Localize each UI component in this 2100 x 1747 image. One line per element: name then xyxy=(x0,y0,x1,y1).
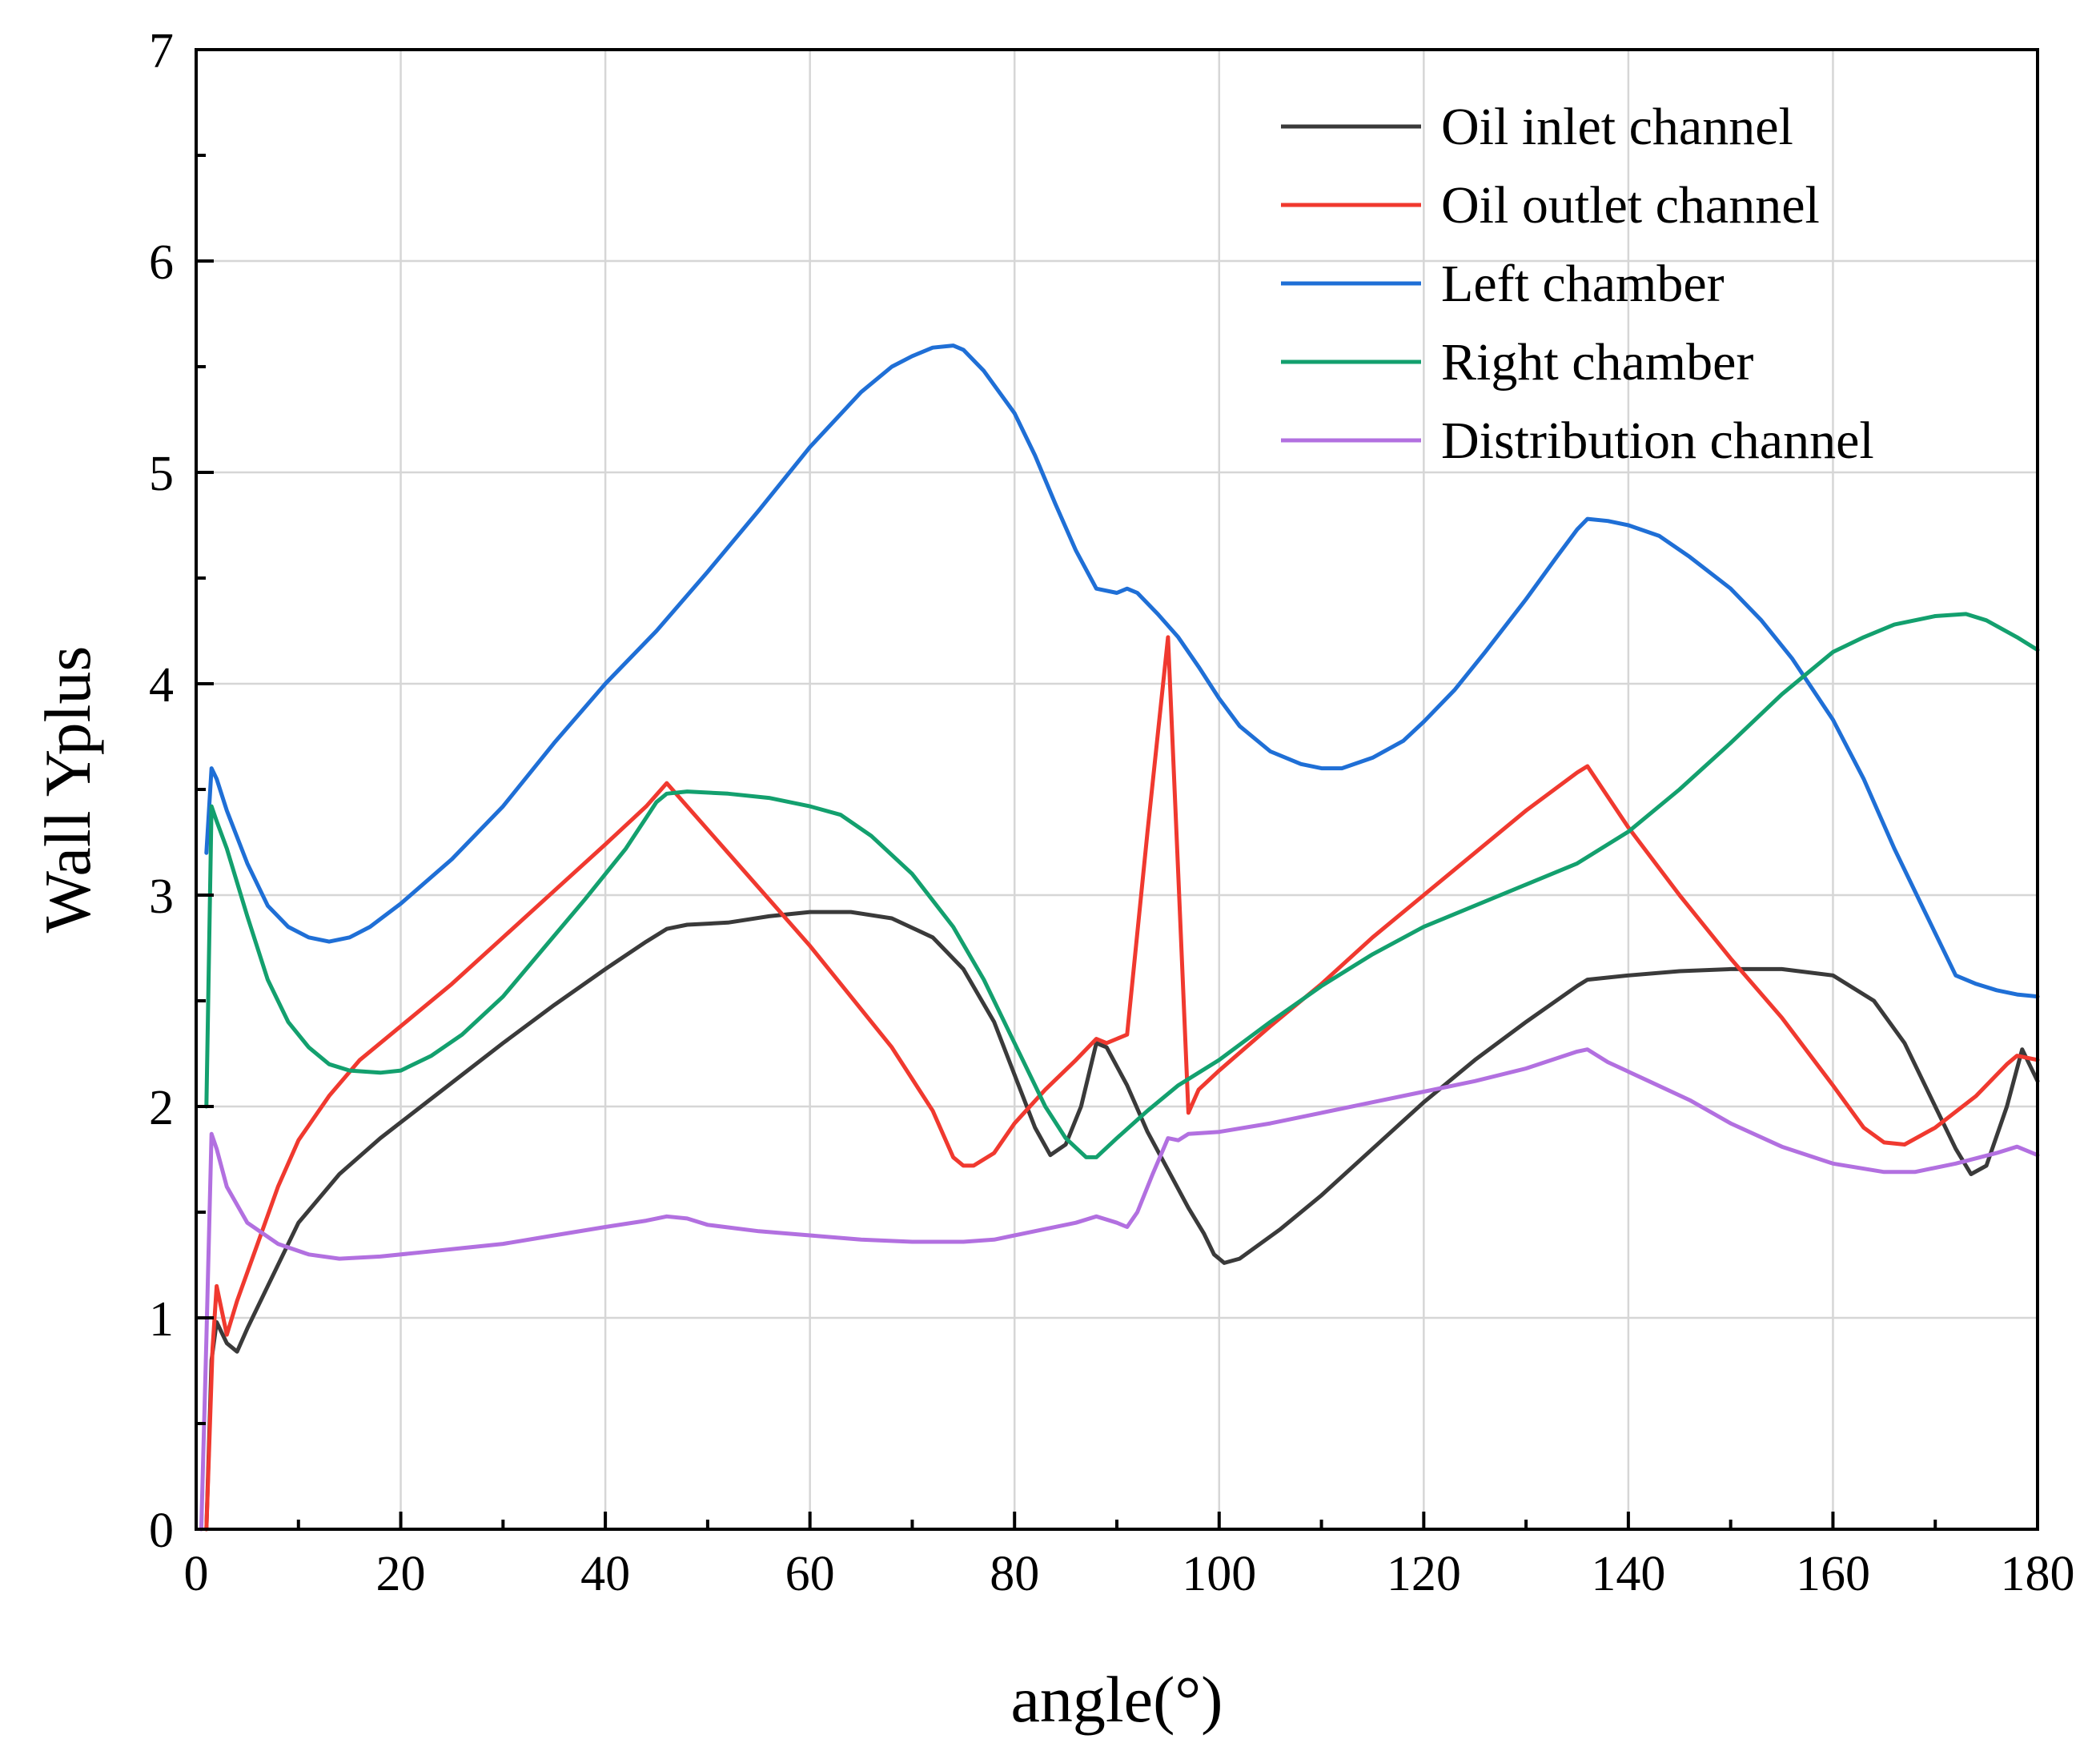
x-tick-label-7: 140 xyxy=(1591,1547,1665,1601)
series-line-distribution-channel xyxy=(199,1047,2040,1532)
y-tick-label-7: 7 xyxy=(149,24,174,78)
x-tick-label-8: 160 xyxy=(1796,1547,1870,1601)
y-tick-label-6: 6 xyxy=(149,235,174,290)
y-tick-label-5: 5 xyxy=(149,447,174,501)
x-tick-label-1: 20 xyxy=(376,1547,426,1601)
y-axis-title: Wall Yplus xyxy=(31,646,104,934)
grid xyxy=(196,50,2038,1529)
series-line-right-chamber xyxy=(204,612,2040,1159)
ticks xyxy=(195,48,2039,1531)
plot-frame xyxy=(195,48,2039,1531)
series-line-left-chamber xyxy=(204,343,2040,999)
y-tick-label-1: 1 xyxy=(149,1292,174,1347)
series-line-oil-inlet-channel xyxy=(204,910,2040,1532)
series-group xyxy=(199,343,2040,1532)
x-tick-label-4: 80 xyxy=(990,1547,1039,1601)
x-axis-title: angle(°) xyxy=(1011,1663,1223,1736)
legend-label-right-chamber: Right chamber xyxy=(1441,333,1753,392)
legend: Oil inlet channel Oil outlet channel Left … xyxy=(1281,98,1874,470)
series-line-oil-outlet-channel xyxy=(204,635,2040,1532)
legend-label-oil-inlet-channel: Oil inlet channel xyxy=(1441,98,1793,156)
x-tick-label-9: 180 xyxy=(2001,1547,2075,1601)
x-tick-label-5: 100 xyxy=(1182,1547,1256,1601)
y-tick-label-4: 4 xyxy=(149,658,174,713)
tick-labels: 0 20 40 60 80 100 120 140 160 180 0 1 2 3 4 5 6 7 xyxy=(149,24,2075,1601)
y-tick-label-3: 3 xyxy=(149,869,174,924)
x-tick-label-2: 40 xyxy=(580,1547,630,1601)
legend-label-left-chamber: Left chamber xyxy=(1441,255,1725,313)
legend-label-distribution-channel: Distribution channel xyxy=(1441,412,1874,470)
axes xyxy=(195,48,2039,1531)
x-tick-label-6: 120 xyxy=(1387,1547,1461,1601)
x-tick-label-3: 60 xyxy=(785,1547,835,1601)
x-tick-label-0: 0 xyxy=(184,1547,209,1601)
y-tick-label-2: 2 xyxy=(149,1081,174,1135)
y-tick-label-0: 0 xyxy=(149,1504,174,1558)
legend-label-oil-outlet-channel: Oil outlet channel xyxy=(1441,176,1820,235)
